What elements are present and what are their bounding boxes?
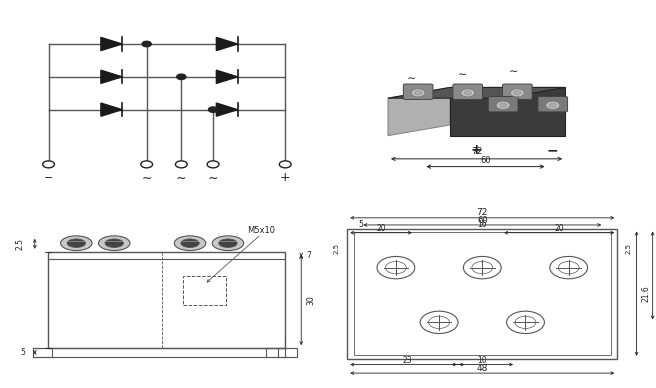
Text: 20: 20 [377,224,386,233]
Ellipse shape [98,236,130,251]
Text: 30: 30 [306,295,316,305]
Text: 7: 7 [306,251,312,260]
Circle shape [415,91,422,95]
FancyBboxPatch shape [453,84,483,99]
Text: 60: 60 [480,156,491,165]
Ellipse shape [174,236,206,251]
Polygon shape [216,103,237,116]
Text: 10: 10 [478,356,487,365]
Bar [354,232,611,355]
Text: ∼: ∼ [142,171,152,184]
Circle shape [549,103,556,107]
Circle shape [499,103,507,107]
Text: 2.5: 2.5 [16,238,25,250]
Text: 2.5: 2.5 [625,242,631,254]
Circle shape [461,89,475,97]
Polygon shape [450,87,565,136]
Text: 16: 16 [478,220,487,229]
Circle shape [464,91,472,95]
Text: ∼: ∼ [509,66,518,76]
Ellipse shape [219,239,237,248]
Ellipse shape [105,239,123,248]
Bar [33,348,52,357]
Text: ∼: ∼ [208,171,218,184]
Text: 72: 72 [477,208,488,217]
Text: 72: 72 [471,147,482,156]
FancyBboxPatch shape [502,84,532,99]
Bar [278,348,297,357]
Bar [347,229,617,359]
Text: M5x10: M5x10 [247,226,275,235]
Text: ∼: ∼ [406,74,416,83]
Polygon shape [388,87,450,136]
Text: 20: 20 [554,224,564,233]
Circle shape [514,91,521,95]
Text: 2.5: 2.5 [333,242,339,254]
Circle shape [175,161,187,168]
FancyBboxPatch shape [403,84,433,99]
Circle shape [176,74,186,80]
Text: 21.6: 21.6 [642,285,651,302]
Polygon shape [388,87,565,98]
Circle shape [43,161,54,168]
FancyBboxPatch shape [488,97,518,112]
Circle shape [510,89,524,97]
FancyBboxPatch shape [538,97,567,112]
Text: 23: 23 [403,356,412,365]
Circle shape [411,89,425,97]
Text: ∼: ∼ [176,171,186,184]
Circle shape [209,107,218,113]
Circle shape [496,101,510,109]
Polygon shape [101,70,122,83]
Polygon shape [101,37,122,50]
Circle shape [141,161,153,168]
Bar [183,276,226,305]
Text: 60: 60 [477,216,487,225]
Polygon shape [216,70,237,83]
Circle shape [207,161,219,168]
Circle shape [279,161,291,168]
Polygon shape [216,37,237,50]
Bar [48,252,285,348]
Text: 48: 48 [477,364,488,373]
Ellipse shape [213,236,244,251]
Polygon shape [101,103,122,116]
Ellipse shape [67,239,85,248]
Circle shape [546,101,560,109]
Text: 5: 5 [358,220,363,229]
Text: 5: 5 [20,348,25,357]
Circle shape [142,41,152,47]
Ellipse shape [181,239,199,248]
Ellipse shape [60,236,92,251]
Text: ∼: ∼ [458,70,467,80]
Text: −: − [547,143,558,157]
Text: +: + [280,171,291,184]
Text: −: − [44,173,53,183]
Text: +: + [471,143,482,157]
